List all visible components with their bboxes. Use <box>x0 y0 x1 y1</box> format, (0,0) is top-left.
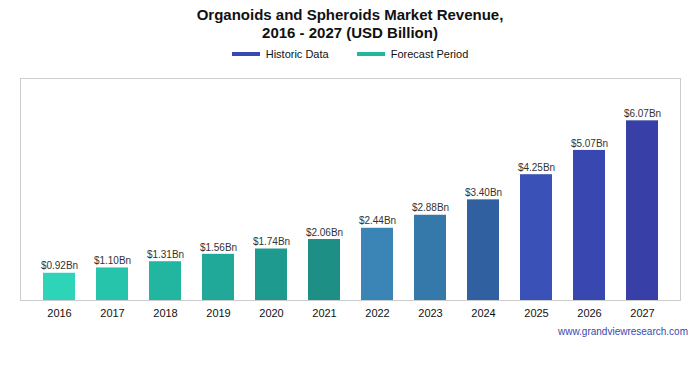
svg-text:$1.56Bn: $1.56Bn <box>200 242 237 253</box>
svg-text:$1.31Bn: $1.31Bn <box>147 249 184 260</box>
svg-text:2020: 2020 <box>259 307 283 319</box>
svg-text:2027: 2027 <box>630 307 654 319</box>
svg-text:2021: 2021 <box>312 307 336 319</box>
html-text:Historic Data: Historic Data <box>265 48 329 60</box>
svg-text:$0.92Bn: $0.92Bn <box>41 260 78 271</box>
svg-text:$5.07Bn: $5.07Bn <box>571 138 608 149</box>
svg-text:2016: 2016 <box>47 307 71 319</box>
svg-text:2025: 2025 <box>524 307 548 319</box>
svg-text:2017: 2017 <box>100 307 124 319</box>
html-text:www.grandviewresearch.com: www.grandviewresearch.com <box>557 326 688 337</box>
svg-text:2019: 2019 <box>206 307 230 319</box>
svg-text:2024: 2024 <box>471 307 495 319</box>
svg-text:$6.07Bn: $6.07Bn <box>624 108 661 119</box>
html-text:Forecast Period: Forecast Period <box>390 48 469 60</box>
svg-text:$2.88Bn: $2.88Bn <box>412 202 449 213</box>
svg-text:2023: 2023 <box>418 307 442 319</box>
svg-text:$4.25Bn: $4.25Bn <box>518 162 555 173</box>
svg-text:2026: 2026 <box>577 307 601 319</box>
svg-text:2022: 2022 <box>365 307 389 319</box>
svg-text:$2.44Bn: $2.44Bn <box>359 215 396 226</box>
html-text:2016 - 2027 (USD Billion): 2016 - 2027 (USD Billion) <box>262 24 438 41</box>
svg-text:$1.10Bn: $1.10Bn <box>94 255 131 266</box>
html-text:Organoids and Spheroids Market: Organoids and Spheroids Market Revenue, <box>196 6 504 23</box>
svg-text:$2.06Bn: $2.06Bn <box>306 227 343 238</box>
svg-text:2018: 2018 <box>153 307 177 319</box>
svg-text:$3.40Bn: $3.40Bn <box>465 187 502 198</box>
svg-text:$1.74Bn: $1.74Bn <box>253 236 290 247</box>
